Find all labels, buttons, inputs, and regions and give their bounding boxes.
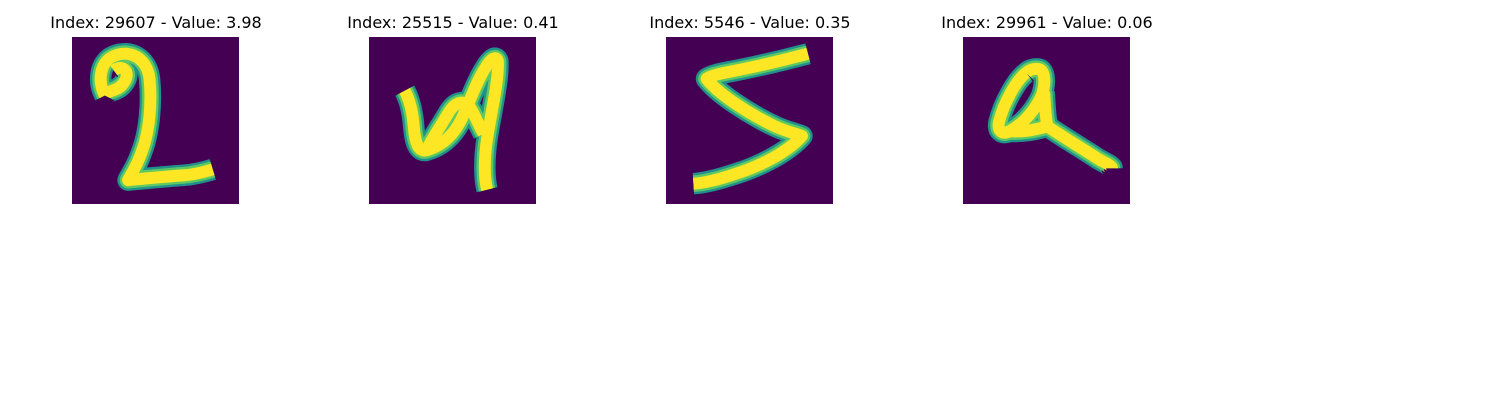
panel-title: Index: 29607 - Value: 3.98: [50, 13, 262, 32]
panel-0: Index: 29607 - Value: 3.98: [26, 12, 286, 208]
panel-title: Index: 5546 - Value: 0.35: [649, 13, 851, 32]
digit-image-five: [666, 37, 833, 204]
panel-1: Index: 25515 - Value: 0.41: [323, 12, 583, 208]
panel-title: Index: 25515 - Value: 0.41: [347, 13, 559, 32]
digit-image-handwritten-m: [369, 37, 536, 204]
panel-3: Index: 29961 - Value: 0.06: [917, 12, 1177, 208]
panel-title: Index: 29961 - Value: 0.06: [941, 13, 1153, 32]
digit-image-two: [72, 37, 239, 204]
panel-2: Index: 5546 - Value: 0.35: [620, 12, 880, 208]
digit-image-two-tilted: [963, 37, 1130, 204]
